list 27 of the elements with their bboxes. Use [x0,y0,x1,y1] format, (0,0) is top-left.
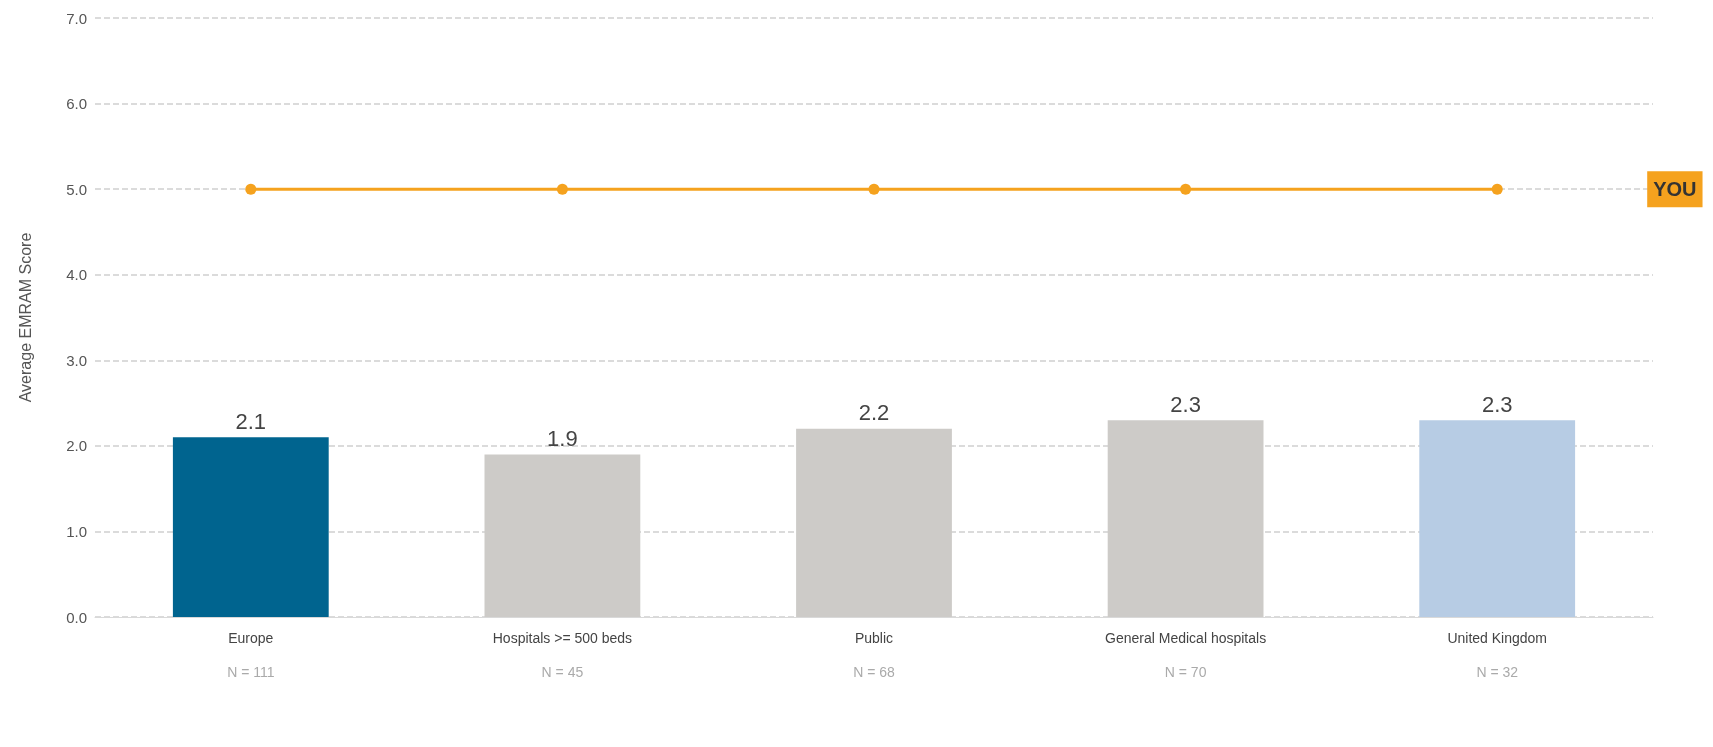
data-label: 2.1 [235,408,267,434]
bar [172,437,329,617]
x-tick-label: Public [854,630,894,646]
bar [1419,420,1576,617]
text: N = 32 [1476,664,1519,680]
text: N = 45 [541,664,584,680]
text: N = 68 [853,664,896,680]
y-tick-label: 2.0 [66,437,87,455]
data-label: 1.9 [547,425,578,451]
data-label: 2.3 [1481,391,1513,417]
y-tick-label: 6.0 [66,95,87,113]
y-tick-label: 5.0 [66,180,87,198]
x-tick-label: Hospitals >= 500 beds [492,630,633,646]
y-tick-label: 1.0 [66,522,87,540]
y-tick-label: 4.0 [66,266,87,284]
text: N = 111 [227,664,275,680]
x-tick-label: General Medical hospitals [1105,630,1267,646]
data-label: 2.2 [858,400,890,426]
y-axis-title: Average EMRAM Score [16,232,34,403]
x-tick-label: United Kingdom [1447,630,1548,646]
y-tick-label: 0.0 [66,608,87,626]
y-tick-label: 7.0 [66,9,87,27]
x-tick-label: Europe [228,630,274,646]
y-tick-label: 3.0 [66,351,87,369]
data-label: 2.3 [1170,391,1201,417]
text: YOU [1653,178,1697,201]
text: N = 70 [1164,664,1207,680]
